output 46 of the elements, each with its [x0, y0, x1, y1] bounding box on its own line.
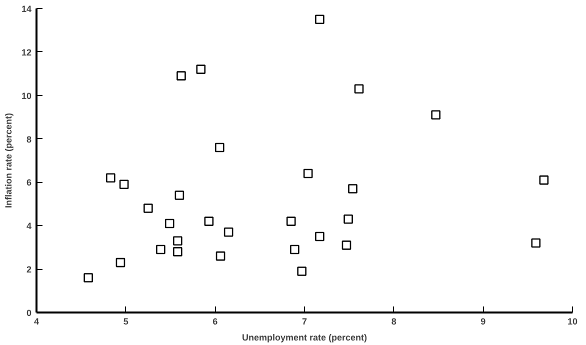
y-tick-label: 14: [21, 4, 32, 14]
x-tick-label: 9: [480, 316, 486, 326]
x-tick-label: 7: [302, 316, 308, 326]
point: [539, 175, 549, 185]
point: [431, 110, 440, 120]
y-tick-label: 10: [21, 90, 32, 101]
point: [204, 216, 214, 226]
point: [297, 266, 306, 276]
point: [531, 238, 541, 248]
x-tick-label: 6: [212, 316, 218, 326]
point: [172, 247, 182, 256]
x-tick-label: 8: [391, 316, 396, 326]
y-tick-label: 4: [26, 221, 32, 232]
point: [119, 180, 129, 190]
x-tick-label: 10: [567, 316, 578, 326]
point: [164, 218, 174, 228]
point: [156, 244, 166, 254]
point: [196, 64, 206, 74]
x-tick-label: 5: [123, 316, 128, 326]
point: [354, 84, 364, 94]
point: [348, 184, 358, 194]
point: [342, 240, 352, 250]
x-axis-title: Unemployment rate (percent): [242, 332, 368, 342]
point: [84, 273, 93, 282]
point: [344, 214, 353, 224]
point: [214, 142, 224, 152]
x-tick-label: 4: [34, 316, 40, 326]
point: [315, 232, 324, 242]
y-tick-label: 12: [21, 47, 32, 58]
point: [315, 14, 324, 24]
point: [290, 244, 300, 254]
point: [303, 168, 313, 178]
point: [172, 236, 182, 246]
point: [174, 190, 184, 200]
point: [216, 251, 226, 261]
y-tick-label: 0: [26, 308, 32, 318]
point: [116, 258, 126, 268]
y-axis-title: Inflation rate (percent): [3, 112, 14, 208]
point: [224, 228, 234, 237]
y-tick-label: 2: [26, 264, 32, 275]
point: [144, 204, 153, 213]
y-tick-label: 6: [26, 178, 32, 188]
point: [176, 71, 186, 80]
point: [286, 216, 296, 226]
y-tick-label: 8: [26, 134, 32, 144]
point: [106, 173, 116, 183]
